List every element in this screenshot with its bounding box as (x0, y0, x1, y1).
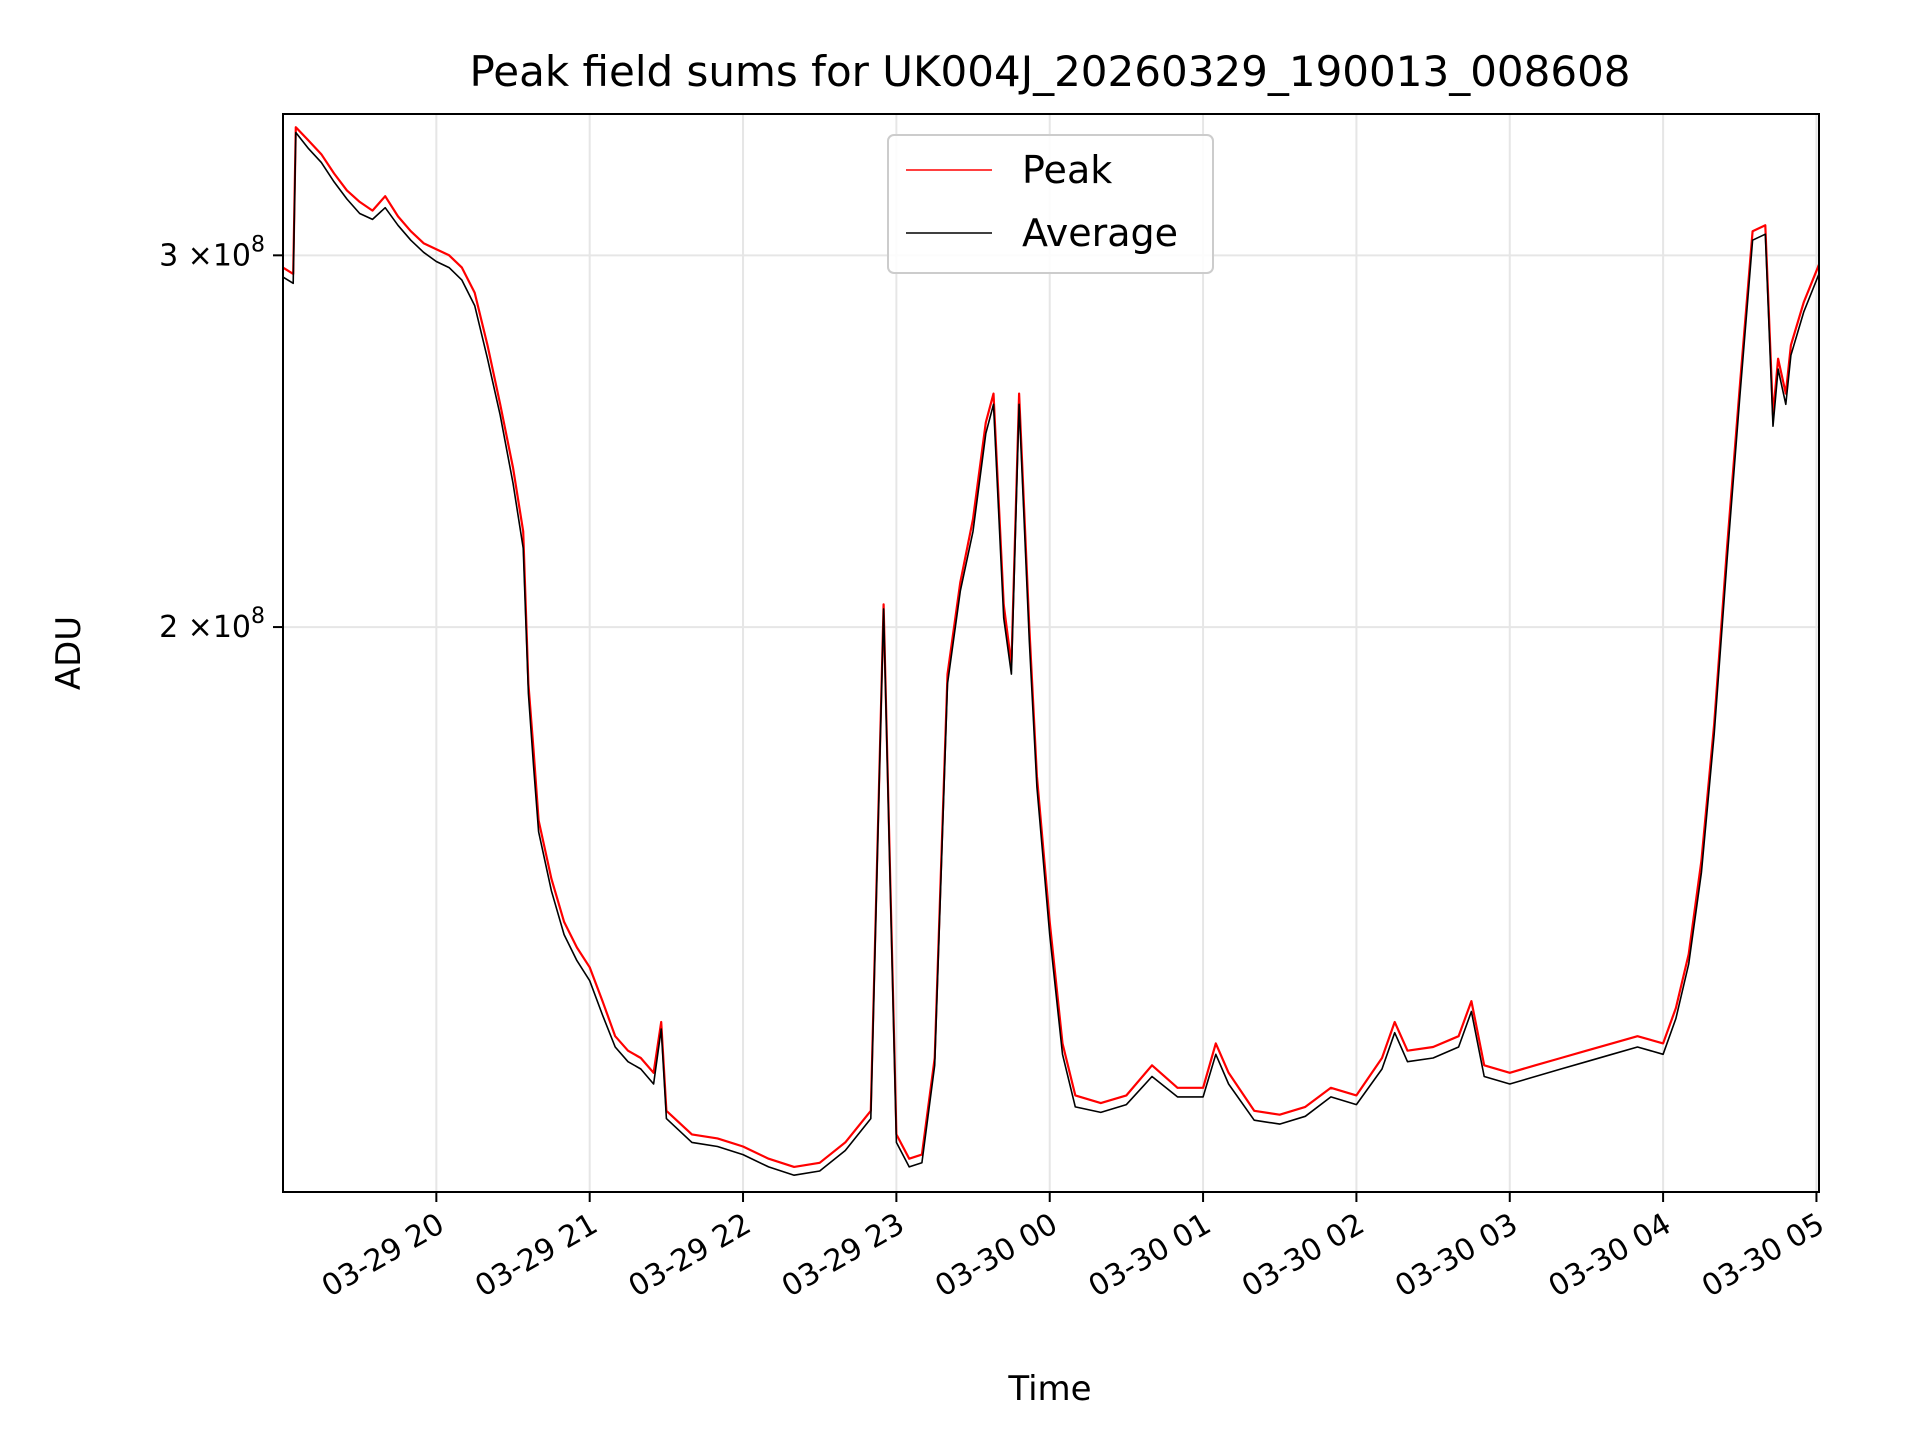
plot-frame (282, 113, 1820, 1193)
x-axis-label: Time (1007, 1369, 1091, 1409)
series-line-average (283, 131, 1819, 1176)
legend-label-peak: Peak (1022, 148, 1112, 192)
plot-series (283, 126, 1819, 1176)
series-line-peak (283, 126, 1819, 1168)
y-axis-ticks: 3 ×108 2 ×108 (159, 232, 283, 645)
legend: Peak Average (887, 134, 1214, 274)
legend-label-average: Average (1022, 211, 1178, 255)
y-axis-label: ADU (49, 616, 89, 690)
chart-title: Peak field sums for UK004J_20260329_1900… (469, 47, 1630, 96)
y-tick-label: 2 ×108 (159, 604, 265, 645)
y-tick-label: 3 ×108 (159, 232, 265, 273)
